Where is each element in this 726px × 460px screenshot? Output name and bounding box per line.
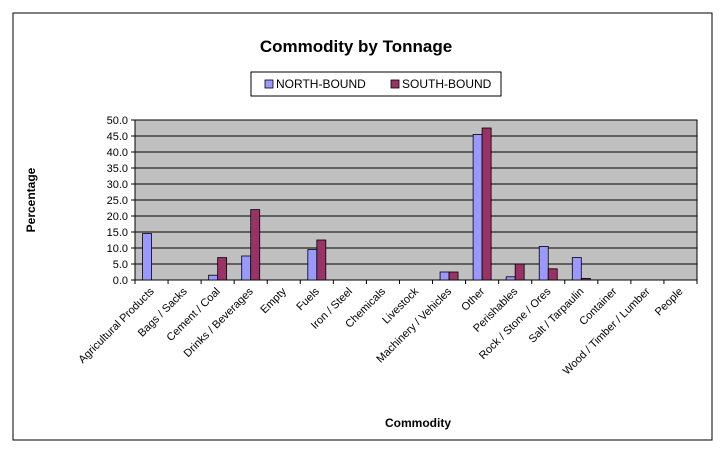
y-tick-label: 15.0 (107, 227, 128, 239)
y-tick-label: 5.0 (113, 259, 128, 271)
bar-south-bound-fuels (316, 239, 327, 281)
bar-south-bound-salt-tarpaulin (580, 277, 591, 281)
bar-north-bound-fuels (307, 249, 318, 281)
legend-swatch-south-bound (390, 79, 400, 89)
legend: NORTH-BOUND SOUTH-BOUND (250, 71, 502, 97)
legend-label-north-bound: NORTH-BOUND (276, 77, 366, 91)
y-tick-label: 50.0 (107, 115, 128, 127)
bar-south-bound-other (481, 127, 492, 281)
legend-label-south-bound: SOUTH-BOUND (402, 77, 492, 91)
x-axis-title: Commodity (385, 416, 451, 430)
y-tick-label: 20.0 (107, 211, 128, 223)
bar-south-bound-perishables (514, 263, 525, 281)
y-tick-label: 10.0 (107, 243, 128, 255)
bar-south-bound-machinery-vehicles (448, 271, 459, 281)
bar-south-bound-rock-stone-ores (547, 268, 558, 281)
bar-north-bound-rock-stone-ores (538, 245, 549, 281)
y-tick-label: 40.0 (107, 147, 128, 159)
bar-north-bound-machinery-vehicles (439, 271, 450, 281)
y-axis-title: Percentage (24, 167, 38, 232)
y-tick-label: 35.0 (107, 163, 128, 175)
bar-north-bound-drinks-beverages (241, 255, 252, 281)
bar-south-bound-drinks-beverages (250, 209, 261, 281)
legend-box (250, 71, 502, 97)
bar-south-bound-cement-coal (217, 257, 228, 281)
chart-title: Commodity by Tonnage (260, 37, 452, 56)
bar-north-bound-salt-tarpaulin (571, 257, 582, 281)
bar-north-bound-cement-coal (208, 274, 219, 281)
y-tick-label: 30.0 (107, 179, 128, 191)
plot-frame (134, 119, 698, 281)
legend-swatch-north-bound (264, 79, 274, 89)
y-tick-label: 25.0 (107, 195, 128, 207)
bar-north-bound-other (472, 133, 483, 281)
y-tick-label: 0.0 (113, 275, 128, 287)
y-tick-label: 45.0 (107, 131, 128, 143)
bar-north-bound-perishables (505, 276, 516, 281)
bar-north-bound-agricultural-products (142, 233, 152, 281)
